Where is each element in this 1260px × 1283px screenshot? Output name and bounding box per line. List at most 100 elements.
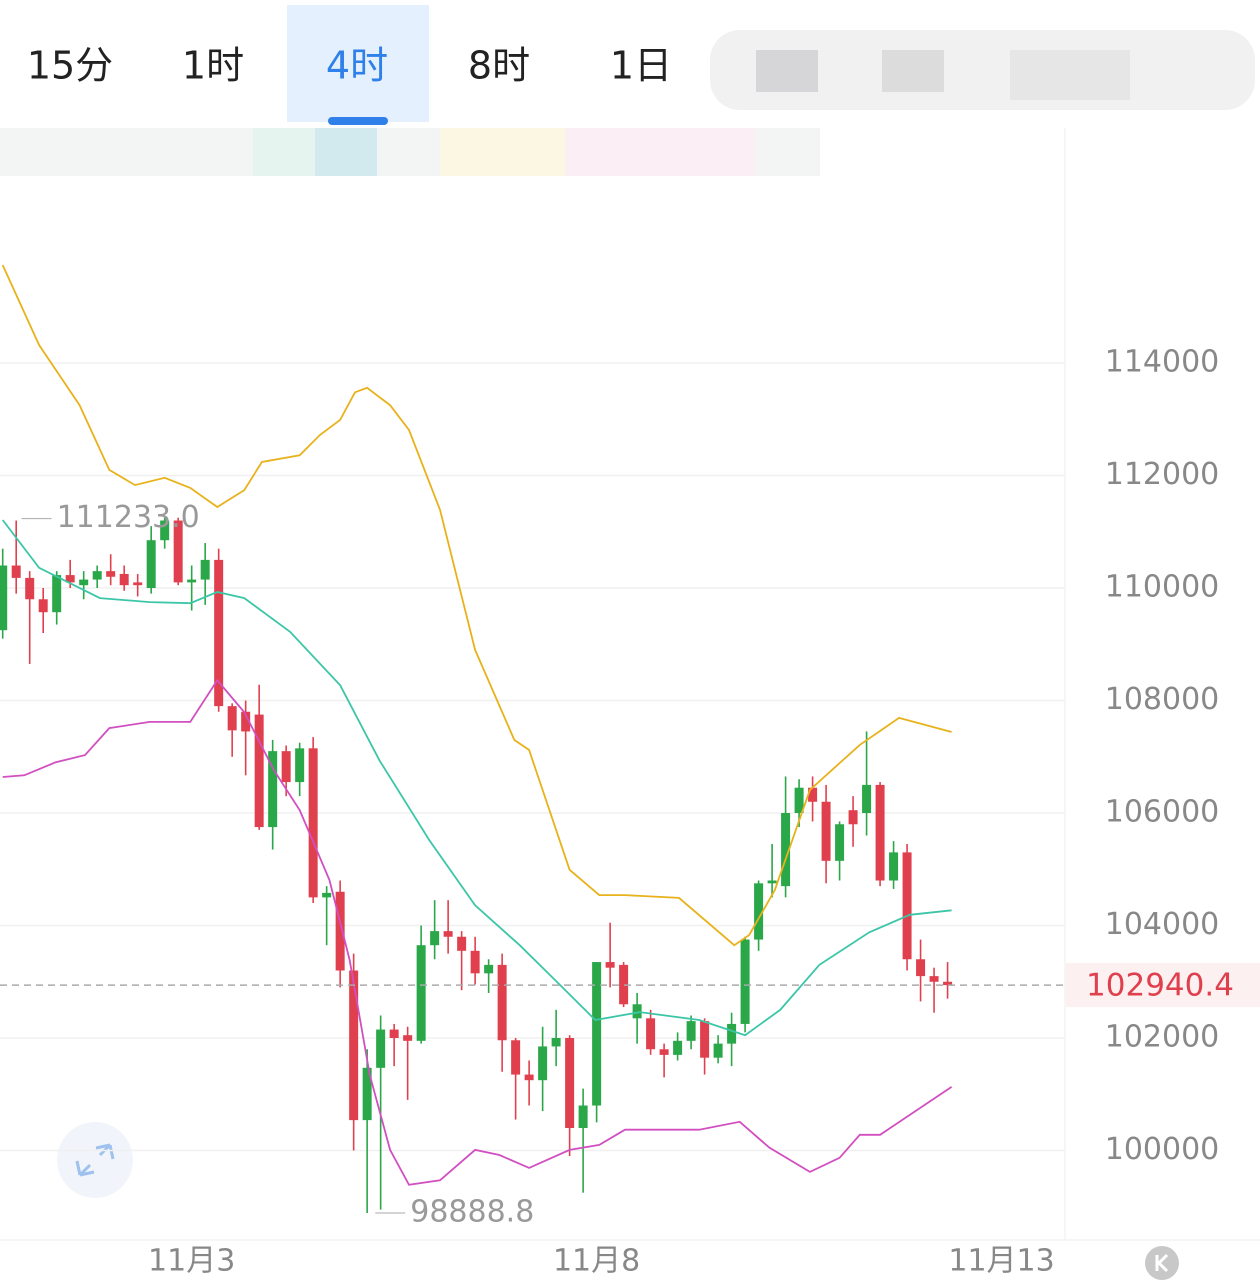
y-tick-label: 112000	[1105, 457, 1220, 492]
candle-body	[403, 1035, 413, 1041]
candle-body	[416, 945, 426, 1041]
candle-body	[52, 575, 62, 613]
candle-body	[524, 1074, 534, 1081]
candle-body	[929, 976, 939, 982]
candle-body	[349, 970, 359, 1121]
blurred-strip	[565, 128, 755, 176]
candle-body	[794, 787, 804, 814]
y-tick-label: 100000	[1105, 1132, 1220, 1167]
candle-body	[646, 1018, 656, 1050]
candle-body	[767, 880, 777, 884]
y-tick-label: 114000	[1105, 345, 1220, 380]
tab[interactable]: 1日	[610, 44, 672, 88]
candle-body	[92, 571, 102, 580]
blurred-strip	[440, 128, 565, 176]
candle-body	[943, 981, 953, 986]
candle-body	[821, 801, 831, 861]
candle-body	[592, 962, 602, 1106]
candle-body	[740, 939, 750, 1024]
candle-body	[0, 565, 8, 631]
x-tick-label: 11月13	[948, 1244, 1054, 1279]
k-button[interactable]	[1145, 1246, 1179, 1280]
candle-body	[187, 579, 197, 583]
candle-body	[11, 565, 21, 578]
candle-body	[106, 571, 116, 577]
tab[interactable]: 4时	[326, 44, 388, 88]
candle-body	[902, 852, 912, 960]
active-tab-underline	[328, 117, 388, 125]
y-tick-label: 104000	[1105, 907, 1220, 942]
candle-body	[241, 711, 251, 732]
candle-body	[619, 964, 629, 1005]
candle-body	[835, 824, 845, 861]
candle-body	[578, 1105, 588, 1129]
candle-body	[808, 787, 818, 802]
candle-body	[916, 959, 926, 977]
min-label: 98888.8	[410, 1195, 534, 1230]
candle-body	[470, 950, 480, 974]
candle-body	[862, 784, 872, 814]
candle-body	[173, 520, 183, 583]
band-line	[1, 264, 952, 947]
candle-body	[538, 1046, 548, 1081]
candle-body	[848, 810, 858, 825]
candle-body	[551, 1038, 561, 1047]
expand-icon	[75, 1143, 115, 1177]
candle-body	[673, 1040, 683, 1055]
candle-body	[254, 714, 264, 828]
candle-body	[565, 1038, 575, 1129]
candle-body	[79, 579, 89, 586]
candle-body	[875, 784, 885, 881]
candle-body	[497, 964, 507, 1041]
candle-body	[133, 582, 143, 586]
last-price-label: 102940.4	[1086, 968, 1234, 1004]
blurred-strip	[315, 128, 377, 176]
candle-body	[335, 891, 345, 971]
candle-body	[686, 1021, 696, 1041]
candle-body	[227, 706, 237, 731]
blurred-icon	[882, 50, 944, 92]
band-line	[2, 678, 953, 1186]
candle-body	[457, 936, 467, 951]
y-tick-label: 102000	[1105, 1020, 1220, 1055]
active-tab-bg	[287, 5, 429, 122]
candle-body	[146, 540, 156, 589]
candle-body	[362, 1067, 372, 1121]
y-tick-label: 110000	[1105, 570, 1220, 605]
candle-body	[214, 559, 224, 707]
blurred-icon	[756, 50, 818, 92]
candle-body	[754, 883, 764, 940]
x-tick-label: 11月8	[553, 1244, 640, 1279]
candle-body	[781, 813, 791, 887]
last-price-box	[1066, 963, 1260, 1008]
candle-body	[376, 1029, 386, 1068]
candle-body	[322, 892, 332, 898]
candle-body	[511, 1040, 521, 1075]
candle-body	[430, 931, 440, 946]
tab[interactable]: 8时	[468, 44, 530, 88]
expand-button[interactable]	[57, 1122, 133, 1198]
candle-body	[295, 748, 305, 783]
tab[interactable]: 15分	[27, 44, 113, 88]
candle-body	[65, 575, 75, 583]
band-line	[1, 519, 952, 1037]
candle-body	[659, 1049, 669, 1055]
candle-body	[281, 751, 291, 783]
candle-body	[727, 1023, 737, 1044]
candle-body	[443, 931, 453, 937]
candle-body	[484, 964, 494, 974]
candle-body	[119, 573, 129, 586]
tab[interactable]: 1时	[182, 44, 244, 88]
candle-body	[889, 852, 899, 881]
candle-body	[160, 520, 170, 541]
x-tick-label: 11月3	[148, 1244, 235, 1279]
candle-body	[268, 751, 278, 828]
candle-body	[308, 748, 318, 898]
y-tick-label: 106000	[1105, 795, 1220, 830]
k-icon	[1155, 1253, 1169, 1273]
blurred-strip	[253, 128, 315, 176]
candle-body	[200, 559, 210, 580]
candle-body	[632, 1004, 642, 1019]
